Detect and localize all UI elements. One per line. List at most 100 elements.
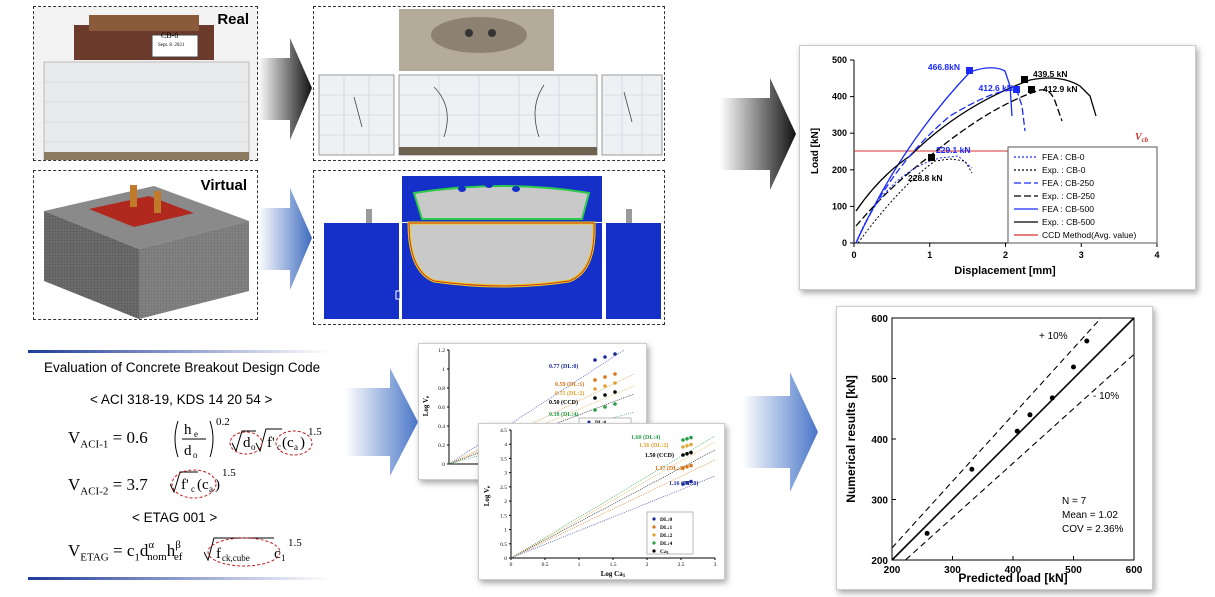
- svg-text:c: c: [277, 442, 281, 452]
- svg-text:a: a: [209, 484, 213, 494]
- lf-point: [681, 453, 685, 457]
- ld-legend-item: Exp. : CB-0: [1042, 165, 1086, 175]
- svg-text:d: d: [184, 443, 192, 459]
- lf-ylabel: Log Ve: [483, 485, 492, 506]
- real-panel: Real CB-0 Sept. 8. 2021: [33, 6, 258, 161]
- stat-mean: Mean = 1.02: [1062, 510, 1118, 521]
- lf-point: [685, 452, 689, 456]
- lf-point: [685, 437, 689, 441]
- lf-label-2: 1.50 (CCD): [645, 452, 674, 459]
- load-displacement-card: 0 100 200 300 400 500 0 1 2 3 4 Load [kN] Displac…: [799, 45, 1196, 290]
- lb-label-4: 0.38 (DL:4): [549, 411, 578, 418]
- ld-xtick: 4: [1154, 250, 1159, 260]
- ld-ytick: 100: [832, 201, 847, 211]
- aci1-fraction: h e d o 0.2 d o f' c (c a ) 1.5: [174, 416, 322, 460]
- scatter-point: [969, 466, 975, 472]
- lf-xtick: 1.5: [610, 562, 617, 568]
- fe-mesh-model: [44, 185, 249, 319]
- lf-xtick: 0: [510, 562, 513, 568]
- svg-text:): ): [300, 435, 305, 451]
- lb-ylabel: Log Ve: [422, 395, 431, 416]
- aci2-equation: VACI-2 = 3.7: [68, 475, 148, 498]
- svg-text:(c: (c: [197, 477, 209, 493]
- minus-10-line: [905, 353, 1135, 560]
- sc-xtick: 600: [1126, 565, 1143, 576]
- ld-xlabel: Displacement [mm]: [954, 265, 1056, 277]
- ann-228-8: 228.8 kN: [908, 173, 943, 183]
- sc-ytick: 300: [871, 496, 888, 507]
- arrow-to-load-chart: [720, 78, 796, 190]
- lf-point: [681, 438, 685, 442]
- lb-point: [613, 390, 617, 394]
- sc-ytick: 600: [871, 314, 888, 325]
- aci1-equation: VACI-1 = 0.6: [68, 428, 148, 451]
- ld-ytick: 200: [832, 165, 847, 175]
- lb-ytick: 0.4: [438, 424, 445, 430]
- scatter-chart: 200 300 400 500 600 200 300 400 500 600 Numerical…: [844, 314, 1143, 585]
- lf-ytick: 0.5: [500, 542, 507, 548]
- sc-ylabel: Numerical results [kN]: [844, 375, 858, 502]
- lf-ytick: 1: [504, 528, 507, 534]
- virtual-label: Virtual: [200, 177, 247, 194]
- top-rule: [28, 350, 330, 353]
- real-specimen-photo: [34, 7, 257, 160]
- ld-legend-item: Exp. : CB-500: [1042, 217, 1095, 227]
- lf-legend-item: Ca1: [660, 549, 669, 555]
- lf-point: [685, 481, 689, 485]
- svg-text:d: d: [243, 435, 251, 451]
- svg-text:ck,cube: ck,cube: [222, 553, 250, 563]
- lf-ytick: 0: [504, 556, 507, 562]
- lb-point: [593, 358, 597, 362]
- lb-point: [603, 355, 607, 359]
- svg-text:c: c: [274, 546, 281, 562]
- bottom-rule: [28, 577, 330, 580]
- fea-cb-250-curve: [855, 89, 1026, 244]
- lf-ytick: 4: [504, 442, 507, 448]
- lb-point: [613, 402, 617, 406]
- lf-point: [689, 442, 693, 447]
- sc-xtick: 400: [1005, 565, 1022, 576]
- log-chart-front: 0 0.5 1 1.5 2 2.5 3 3.5 4 4.5 0 0.5 1 1.5 2 2.5 3 Log V…: [483, 428, 717, 579]
- scatter-point: [1014, 428, 1020, 434]
- etag-root: f ck,cube c 1 1.5: [204, 537, 302, 567]
- specimen-date: Sept. 8. 2021: [158, 43, 185, 48]
- lb-ytick: 1.2: [438, 348, 445, 354]
- ld-legend: [1007, 146, 1158, 244]
- lb-label-0: 0.77 (DL:0): [549, 363, 578, 370]
- lb-ytick: 0.6: [438, 405, 445, 411]
- scatter-card: 200 300 400 500 600 200 300 400 500 600 Numerical…: [836, 306, 1153, 590]
- sc-ytick: 400: [871, 435, 888, 446]
- ld-ytick: 0: [842, 238, 847, 248]
- lf-xtick: 1: [578, 562, 581, 568]
- lf-ytick: 2.5: [500, 485, 507, 491]
- fe-contour-panel: [313, 170, 665, 325]
- lb-point: [603, 384, 607, 388]
- lf-ytick: 4.5: [500, 428, 507, 434]
- lf-point: [689, 450, 693, 455]
- real-crack-panel: [313, 6, 665, 161]
- arrow-virtual: [258, 188, 312, 290]
- arrow-real: [258, 38, 312, 140]
- ld-legend-item: FEA : CB-500: [1042, 204, 1094, 214]
- lf-xtick: 3: [714, 562, 717, 568]
- lf-xtick: 2.5: [678, 562, 685, 568]
- svg-text:f': f': [181, 477, 189, 493]
- svg-text:a: a: [294, 442, 298, 452]
- etag-equation: VETAG = c1dαnomhβef: [68, 539, 183, 564]
- lb-point: [613, 381, 617, 385]
- lf-xtick: 2: [646, 562, 649, 568]
- sc-xtick: 300: [944, 565, 961, 576]
- veb-label: Vcb: [1135, 132, 1149, 144]
- lf-legend-item: DL:1: [660, 525, 672, 531]
- svg-text:h: h: [184, 422, 192, 438]
- ann-439-5: 439.5 kN: [1033, 69, 1068, 79]
- plus-10-line: [891, 317, 1102, 549]
- lb-point: [603, 405, 607, 409]
- virtual-panel: Virtual: [33, 170, 258, 320]
- lf-ytick: 3.5: [500, 456, 507, 462]
- lf-ytick: 2: [504, 499, 507, 505]
- equality-line: [891, 317, 1135, 561]
- scatter-point: [1027, 412, 1033, 418]
- lb-label-2: 0.55 (DL:2): [555, 390, 584, 397]
- ld-xtick: 2: [1003, 250, 1008, 260]
